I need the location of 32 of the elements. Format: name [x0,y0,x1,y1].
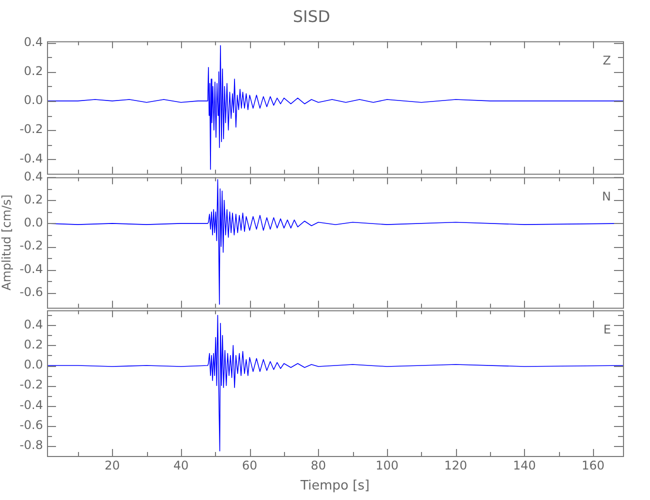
x-tick-label: 100 [376,458,398,472]
y-tick-label: 0.2 [24,64,43,78]
y-tick-label: 0.2 [24,338,43,352]
x-tick-label: 160 [582,458,605,472]
y-tick-label: -0.6 [20,284,43,299]
y-tick-label: -0.4 [20,262,43,276]
y-tick-label: -0.2 [20,378,43,392]
y-tick-label: -0.6 [20,418,43,432]
y-tick-label: -0.4 [20,398,43,412]
chart-title: SISD [292,6,330,26]
y-tick-label: -0.4 [20,151,43,166]
x-tick-label: 20 [104,458,120,472]
y-tick-label: -0.2 [20,238,43,253]
y-tick-label: 0.0 [24,93,43,108]
x-axis-title: Tiempo [s] [299,478,370,494]
y-tick-label: 0.0 [24,358,43,372]
y-tick-label: 0.2 [24,192,43,206]
annotation: Z [602,53,611,68]
y-axis-title: Amplitud [cm/s] [0,194,14,290]
y-tick-label: 0.4 [24,34,43,49]
x-tick-label: 40 [173,458,189,472]
annotation: N [602,189,611,204]
x-tick-label: 80 [310,458,326,472]
annotation: E [603,322,611,336]
y-tick-label: 0.4 [24,317,43,332]
y-tick-label: -0.2 [20,122,43,136]
x-tick-label: 120 [444,458,468,472]
y-tick-label: 0.0 [24,216,43,230]
y-tick-label: 0.4 [24,169,43,184]
x-tick-label: 60 [242,458,258,472]
y-tick-label: -0.8 [20,438,43,452]
x-tick-label: 140 [512,458,536,472]
